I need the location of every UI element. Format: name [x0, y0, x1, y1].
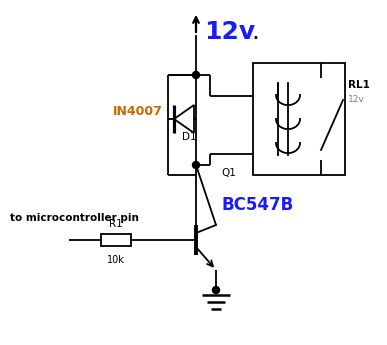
Circle shape — [192, 71, 200, 79]
Circle shape — [192, 161, 200, 168]
Circle shape — [212, 286, 219, 294]
Text: 12v: 12v — [348, 95, 365, 103]
Text: D1: D1 — [182, 132, 197, 142]
Text: 12v: 12v — [204, 20, 255, 44]
Text: Q1: Q1 — [221, 168, 236, 178]
Bar — [101, 234, 131, 246]
Text: RL1: RL1 — [348, 80, 370, 90]
Text: BC547B: BC547B — [221, 196, 293, 214]
Text: 10k: 10k — [107, 255, 125, 265]
Text: IN4007: IN4007 — [113, 105, 163, 118]
Bar — [253, 63, 345, 175]
Text: R1: R1 — [109, 219, 123, 229]
Text: to microcontroller pin: to microcontroller pin — [10, 213, 139, 223]
Text: .: . — [251, 20, 259, 44]
